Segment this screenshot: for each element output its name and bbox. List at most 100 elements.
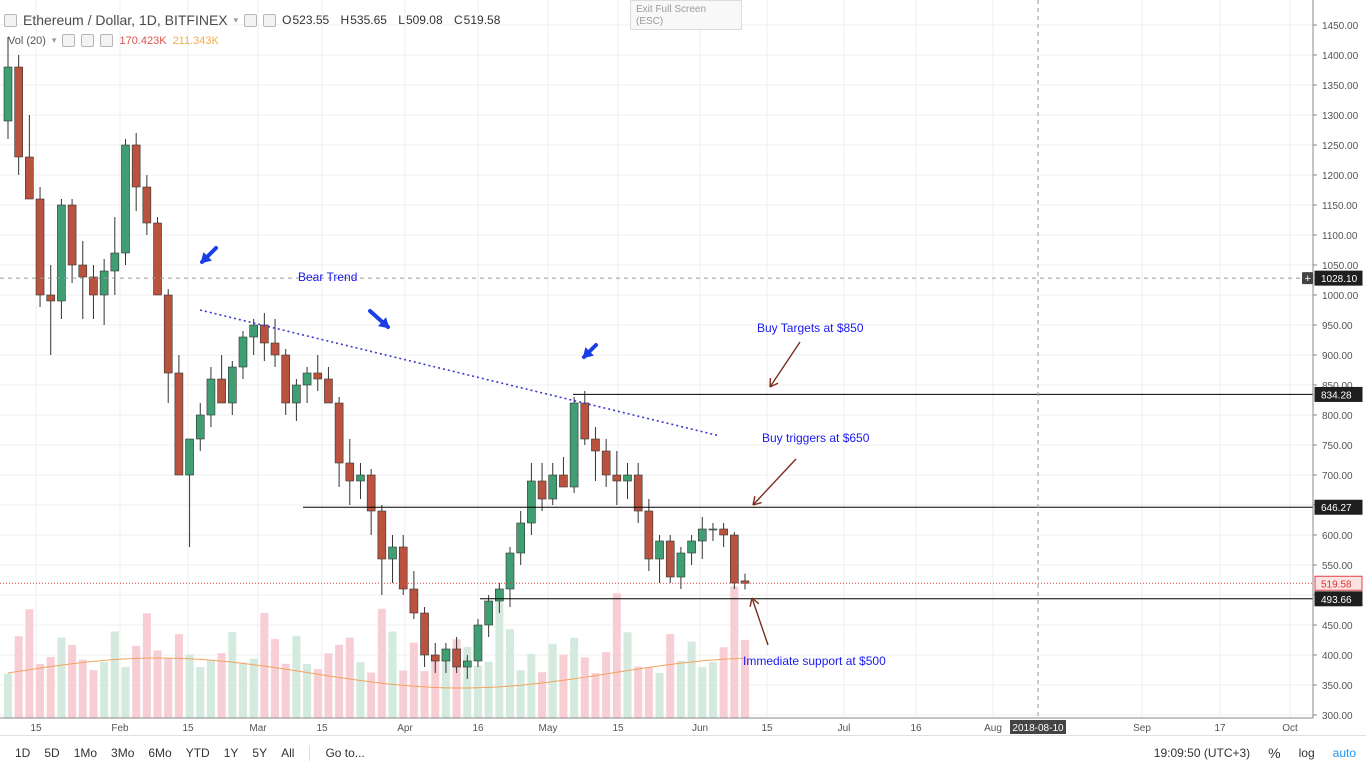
clock[interactable]: 19:09:50 (UTC+3) — [1154, 746, 1250, 760]
symbol-title[interactable]: Ethereum / Dollar, 1D, BITFINEX — [23, 12, 228, 28]
chevron-down-icon[interactable]: ▾ — [52, 35, 57, 46]
candle-body — [656, 541, 664, 559]
candle-body — [549, 475, 557, 499]
volume-bar — [709, 662, 717, 718]
time-tick-label: Mar — [249, 723, 267, 734]
candle-body — [399, 547, 407, 589]
goto-button[interactable]: Go to... — [318, 746, 371, 760]
price-tick-label: 800.00 — [1322, 411, 1353, 422]
volume-bar — [645, 668, 653, 718]
volume-bar — [485, 662, 493, 718]
collapse-icon[interactable] — [4, 14, 17, 27]
range-button-1y[interactable]: 1Y — [217, 746, 246, 760]
volume-bar — [421, 671, 429, 718]
range-button-5y[interactable]: 5Y — [245, 746, 274, 760]
candle-body — [79, 265, 87, 277]
candle-body — [602, 451, 610, 475]
volume-bar — [57, 638, 65, 718]
candle-body — [730, 535, 738, 583]
candle-body — [303, 373, 311, 385]
volume-bar — [314, 669, 322, 718]
volume-value: 170.423K — [119, 35, 166, 47]
percent-toggle[interactable]: % — [1268, 745, 1280, 761]
candle-body — [346, 463, 354, 481]
candle-body — [538, 481, 546, 499]
candle-body — [356, 475, 364, 481]
candle-body — [36, 199, 44, 295]
close-icon[interactable] — [100, 34, 113, 47]
candle-body — [570, 403, 578, 487]
candle-body — [282, 355, 290, 403]
price-tick-label: 1100.00 — [1322, 231, 1358, 242]
candle-body — [442, 649, 450, 661]
volume-bar — [677, 661, 685, 718]
candle-body — [410, 589, 418, 613]
volume-bar — [688, 642, 696, 718]
settings-icon[interactable] — [81, 34, 94, 47]
volume-bar — [666, 634, 674, 718]
candle-body — [698, 529, 706, 541]
volume-bar — [15, 636, 23, 718]
eye-icon[interactable] — [263, 14, 276, 27]
volume-bar — [527, 654, 535, 718]
bottom-right-controls: 19:09:50 (UTC+3) % log auto — [1154, 745, 1356, 761]
range-button-5d[interactable]: 5D — [37, 746, 66, 760]
price-tick-label: 1450.00 — [1322, 21, 1359, 32]
candle-body — [292, 385, 300, 403]
volume-bar — [68, 645, 76, 718]
volume-bar — [4, 674, 12, 719]
volume-bar — [186, 654, 194, 718]
volume-label[interactable]: Vol (20) — [8, 35, 46, 47]
candle-body — [175, 373, 183, 475]
range-button-all[interactable]: All — [274, 746, 301, 760]
exit-fullscreen-button[interactable]: Exit Full Screen (ESC) — [630, 0, 742, 30]
chart-header: Ethereum / Dollar, 1D, BITFINEX ▾ O523.5… — [4, 10, 508, 30]
buy-targets-label: Buy Targets at $850 — [757, 321, 864, 335]
plus-icon[interactable]: + — [1305, 273, 1311, 285]
volume-bar — [228, 632, 236, 718]
settings-icon[interactable] — [244, 14, 257, 27]
volume-bar — [474, 666, 482, 718]
buy-triggers-label: Buy triggers at $650 — [762, 431, 870, 445]
candle-body — [196, 415, 204, 439]
volume-bar — [175, 634, 183, 718]
volume-indicator-header: Vol (20) ▾ 170.423K 211.343K — [8, 34, 219, 47]
time-tick-label: 15 — [612, 723, 624, 734]
candle-body — [431, 655, 439, 661]
eye-icon[interactable] — [62, 34, 75, 47]
candle-body — [453, 649, 461, 667]
range-button-1d[interactable]: 1D — [8, 746, 37, 760]
time-tick-label: 17 — [1214, 723, 1226, 734]
range-button-ytd[interactable]: YTD — [179, 746, 217, 760]
range-button-3mo[interactable]: 3Mo — [104, 746, 141, 760]
volume-bar — [100, 662, 108, 718]
log-toggle[interactable]: log — [1299, 746, 1315, 760]
bear-trend-line[interactable] — [200, 310, 720, 436]
price-label-text: 646.27 — [1321, 503, 1352, 514]
time-tick-label: 15 — [182, 723, 194, 734]
volume-bar — [111, 631, 119, 718]
range-button-6mo[interactable]: 6Mo — [141, 746, 178, 760]
candle-body — [47, 295, 55, 301]
divider — [309, 745, 310, 761]
time-tick-label: 15 — [316, 723, 328, 734]
volume-bar — [495, 602, 503, 718]
candle-body — [517, 523, 525, 553]
volume-bar — [581, 657, 589, 718]
candle-body — [421, 613, 429, 655]
volume-bar — [356, 662, 364, 718]
candle-body — [591, 439, 599, 451]
volume-bar — [624, 632, 632, 718]
volume-bar — [132, 646, 140, 718]
price-tick-label: 600.00 — [1322, 531, 1353, 542]
volume-bar — [559, 655, 567, 718]
range-button-1mo[interactable]: 1Mo — [67, 746, 104, 760]
support-label: Immediate support at $500 — [743, 654, 886, 668]
ohlc-values: O523.55 H535.65 L509.08 C519.58 — [282, 13, 508, 27]
price-tick-label: 950.00 — [1322, 321, 1353, 332]
chevron-down-icon[interactable]: ▾ — [234, 15, 239, 26]
auto-toggle[interactable]: auto — [1333, 746, 1356, 760]
candle-body — [154, 223, 162, 295]
